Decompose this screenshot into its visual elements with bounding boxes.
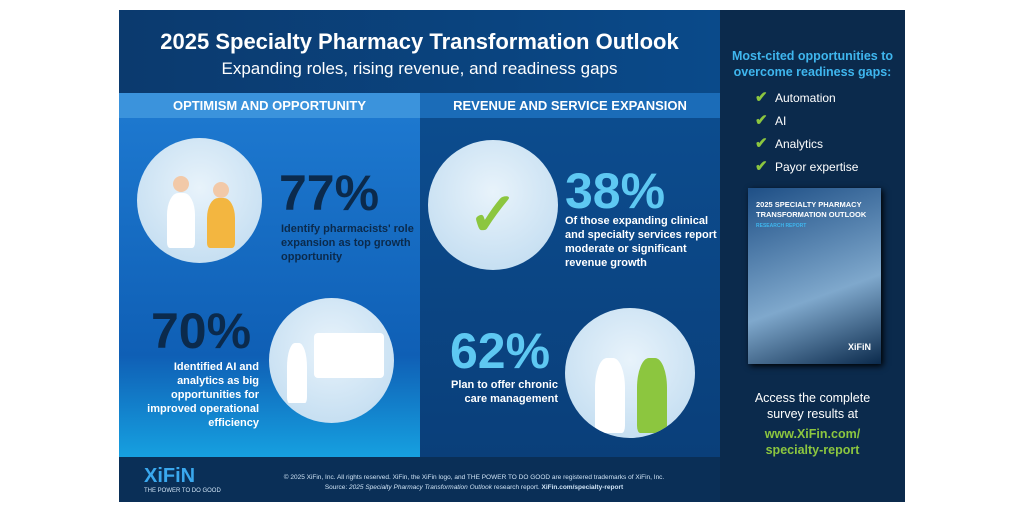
sidebar-heading: Most-cited opportunities to overcome rea… xyxy=(731,49,894,79)
footer-legal: © 2025 XiFin, Inc. All rights reserved. … xyxy=(249,473,699,493)
list-item: ✔ AI xyxy=(755,112,787,129)
check-icon: ✔ xyxy=(755,158,768,175)
chronic-care-illustration xyxy=(565,308,695,438)
stat-77-value: 77% xyxy=(279,165,380,221)
report-cover[interactable]: 2025 SPECIALTY PHARMACY TRANSFORMATION O… xyxy=(748,188,881,364)
report-title: 2025 SPECIALTY PHARMACY TRANSFORMATION O… xyxy=(756,200,867,219)
source-title: 2025 Specialty Pharmacy Transformation O… xyxy=(349,484,492,491)
growth-illustration: ✓ xyxy=(428,140,558,270)
header: 2025 Specialty Pharmacy Transformation O… xyxy=(119,10,720,93)
doctor-figure xyxy=(595,358,625,433)
report-logo: XiFiN xyxy=(847,342,871,352)
optimism-panel: 77% Identify pharmacists' role expansion… xyxy=(119,118,420,457)
stat-62-text: Plan to offer chronic care management xyxy=(451,379,558,405)
analyst-figure xyxy=(287,343,307,403)
chart-screen xyxy=(314,333,384,378)
analytics-illustration xyxy=(269,298,394,423)
stat-77-text: Identify pharmacists' role expansion as … xyxy=(281,223,414,263)
check-icon: ✔ xyxy=(755,89,768,106)
sidebar: Most-cited opportunities to overcome rea… xyxy=(720,10,905,502)
report-label: RESEARCH REPORT xyxy=(756,223,807,229)
page-subtitle: Expanding roles, rising revenue, and rea… xyxy=(221,59,618,78)
patient-head xyxy=(213,182,229,198)
patient-figure xyxy=(637,358,667,433)
opportunities-list: ✔ Automation ✔ AI ✔ Analytics ✔ Payor expert… xyxy=(720,88,905,175)
infographic: 2025 Specialty Pharmacy Transformation O… xyxy=(119,10,905,502)
footer: XiFiN THE POWER TO DO GOOD © 2025 XiFin,… xyxy=(119,457,720,502)
list-item: ✔ Analytics xyxy=(755,135,824,152)
stat-70-value: 70% xyxy=(151,303,252,359)
stat-38-value: 38% xyxy=(565,163,666,219)
copyright-text: © 2025 XiFin, Inc. All rights reserved. … xyxy=(283,474,665,481)
stat-70-text: Identified AI and analytics as big oppor… xyxy=(147,361,259,429)
access-text: Access the complete survey results at xyxy=(754,391,871,421)
pharmacist-figure xyxy=(167,193,195,248)
page-title: 2025 Specialty Pharmacy Transformation O… xyxy=(160,29,679,54)
patient-figure xyxy=(207,198,235,248)
pharmacist-consult-illustration xyxy=(137,138,262,263)
xifin-logo: XiFiN xyxy=(144,465,196,487)
revenue-panel: ✓ 38% Of those expanding clinical and sp… xyxy=(420,118,720,457)
source-link[interactable]: XiFin.com/specialty-report xyxy=(541,484,624,491)
growth-check-icon: ✓ xyxy=(468,181,519,248)
section-header-optimism: OPTIMISM AND OPPORTUNITY xyxy=(119,93,420,118)
footer-tagline: THE POWER TO DO GOOD xyxy=(144,488,221,494)
section-header-revenue: REVENUE AND SERVICE EXPANSION xyxy=(420,93,720,118)
list-item: ✔ Automation xyxy=(755,89,836,106)
check-icon: ✔ xyxy=(755,135,768,152)
stat-62-value: 62% xyxy=(450,323,551,379)
report-link[interactable]: www.XiFin.com/ specialty-report xyxy=(764,427,861,457)
source-suffix: research report. xyxy=(493,484,540,491)
source-prefix: Source: xyxy=(324,484,348,491)
stat-38-text: Of those expanding clinical and specialt… xyxy=(565,215,717,269)
pharmacist-head xyxy=(173,176,189,192)
list-item: ✔ Payor expertise xyxy=(755,158,859,175)
check-icon: ✔ xyxy=(755,112,768,129)
